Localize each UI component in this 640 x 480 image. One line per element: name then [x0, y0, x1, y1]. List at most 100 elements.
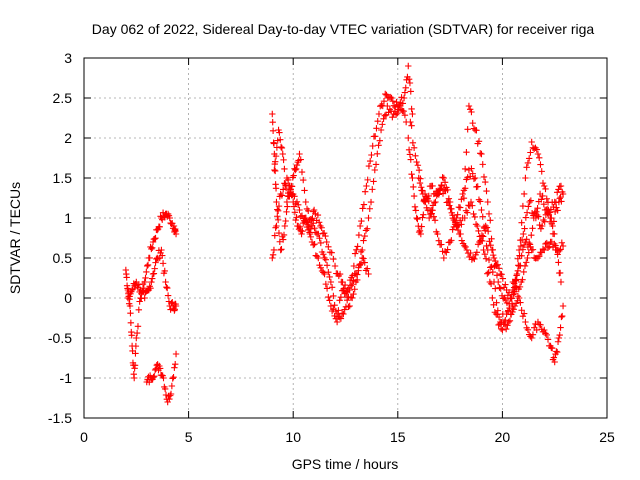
- data-point: [143, 268, 150, 276]
- data-point: [524, 254, 531, 262]
- data-point: [541, 326, 548, 334]
- data-point: [142, 274, 149, 282]
- data-point: [389, 113, 396, 121]
- data-point: [466, 106, 474, 113]
- data-point: [151, 235, 158, 243]
- data-point: [492, 285, 499, 292]
- y-tick-label: -1: [60, 370, 73, 386]
- data-point: [467, 249, 474, 257]
- data-point: [527, 197, 535, 204]
- data-point: [281, 222, 289, 230]
- data-point: [335, 307, 342, 314]
- data-point: [551, 358, 558, 366]
- data-point: [530, 214, 537, 222]
- data-point: [355, 231, 363, 239]
- data-point: [537, 321, 544, 328]
- data-point: [379, 121, 386, 128]
- data-point: [126, 302, 134, 310]
- series-track-j: [461, 188, 567, 334]
- data-point: [128, 286, 136, 294]
- data-point: [554, 348, 561, 356]
- data-point: [549, 222, 556, 230]
- data-point: [365, 162, 373, 170]
- data-point: [484, 270, 491, 277]
- data-point: [367, 198, 375, 206]
- data-point: [516, 283, 524, 291]
- data-point: [168, 382, 176, 390]
- data-point: [161, 385, 169, 393]
- data-point: [416, 179, 424, 187]
- data-point: [359, 205, 366, 212]
- data-point: [528, 138, 535, 146]
- data-point: [483, 224, 491, 231]
- data-point: [414, 215, 421, 223]
- data-point: [515, 294, 523, 302]
- data-point: [553, 246, 560, 254]
- data-point: [346, 286, 353, 294]
- data-point: [269, 119, 276, 126]
- data-point: [438, 181, 445, 189]
- data-point: [272, 185, 280, 192]
- data-point: [456, 204, 464, 211]
- data-point: [506, 317, 514, 325]
- data-point: [389, 98, 396, 105]
- data-point: [371, 166, 378, 174]
- data-point: [274, 207, 282, 214]
- data-point: [327, 302, 335, 310]
- data-point: [292, 165, 300, 173]
- data-point: [522, 214, 530, 221]
- data-point: [463, 246, 471, 254]
- data-point: [405, 134, 412, 142]
- data-point: [425, 214, 433, 222]
- data-point: [272, 152, 280, 160]
- data-point: [427, 211, 434, 218]
- data-point: [292, 166, 299, 174]
- data-point: [361, 259, 368, 266]
- data-point: [435, 237, 443, 244]
- data-point: [156, 223, 163, 231]
- data-point: [541, 218, 548, 225]
- data-point: [413, 214, 420, 222]
- data-point: [518, 307, 525, 314]
- data-point: [414, 162, 422, 169]
- data-point: [272, 167, 279, 175]
- y-tick-label: -0.5: [48, 330, 72, 346]
- data-point: [323, 262, 331, 269]
- data-point: [150, 374, 157, 381]
- data-point: [551, 230, 558, 238]
- data-point: [556, 269, 564, 277]
- data-point: [291, 209, 299, 216]
- data-point: [471, 213, 478, 221]
- data-point: [522, 238, 529, 246]
- series-track-g: [405, 134, 567, 326]
- data-point: [303, 223, 311, 231]
- data-point: [133, 329, 141, 337]
- data-point: [320, 229, 328, 237]
- data-point: [425, 192, 432, 200]
- data-point: [484, 198, 491, 206]
- data-point: [132, 350, 139, 357]
- data-point: [526, 241, 534, 248]
- data-point: [375, 110, 383, 118]
- data-point: [282, 217, 289, 225]
- data-point: [485, 256, 493, 264]
- data-point: [514, 267, 522, 275]
- data-point: [424, 206, 432, 214]
- data-point: [409, 139, 417, 146]
- data-point: [450, 216, 458, 224]
- data-point: [276, 238, 284, 245]
- data-point: [345, 293, 352, 301]
- data-point: [405, 146, 413, 154]
- data-point: [315, 219, 323, 226]
- data-point: [328, 249, 335, 256]
- data-point: [302, 214, 309, 222]
- data-point: [429, 182, 436, 190]
- data-point: [517, 299, 524, 306]
- data-point: [410, 144, 418, 151]
- data-point: [361, 188, 369, 195]
- data-point: [542, 240, 549, 248]
- data-point: [326, 273, 333, 281]
- data-point: [520, 268, 527, 276]
- data-point: [380, 98, 388, 105]
- data-point: [534, 204, 541, 212]
